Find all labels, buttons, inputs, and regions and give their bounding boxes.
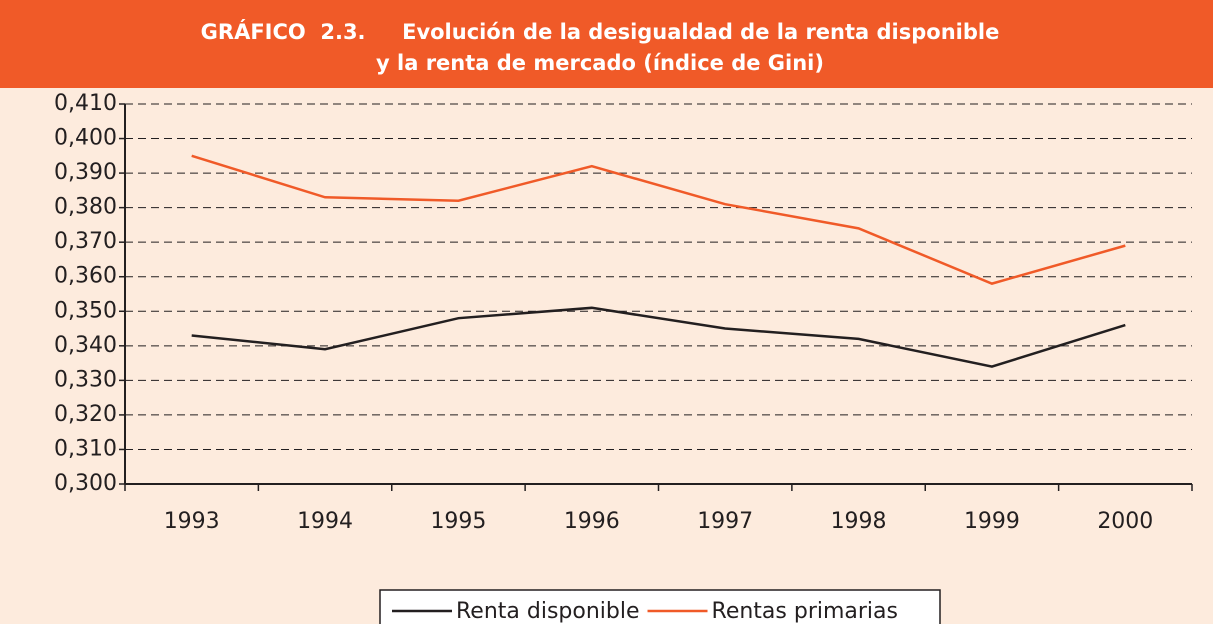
line [191,154,1126,285]
x-tick-label: 1995 [430,509,486,534]
y-tick-label: 0,400 [54,126,117,151]
x-tick-label: 1999 [964,509,1020,534]
header [0,0,1213,88]
y-tick-label: 0,330 [54,367,117,392]
x-tick-label: 1996 [564,509,620,534]
x-tick-label: 1994 [297,509,353,534]
x-tick-label: 1998 [831,509,887,534]
legend-label: Rentas primarias [712,599,898,624]
chart-title: y la renta de mercado (índice de Gini) [376,51,824,75]
y-tick-label: 0,300 [54,471,117,496]
y-tick-label: 0,350 [54,298,117,323]
y-tick-label: 0,410 [54,91,117,116]
y-tick-label: 0,310 [54,436,117,461]
y-tick-label: 0,320 [54,402,117,427]
y-tick-label: 0,360 [54,264,117,289]
x-tick-label: 1997 [697,509,753,534]
chart-title: GRÁFICO 2.3. Evolución de la desigualdad… [201,19,1000,44]
x-tick-label: 1993 [164,509,220,534]
y-tick-label: 0,390 [54,160,117,185]
x-tick-label: 2000 [1097,509,1153,534]
line [191,306,1126,368]
y-tick-label: 0,380 [54,195,117,220]
legend-box [379,589,941,624]
y-tick-label: 0,370 [54,229,117,254]
y-tick-label: 0,340 [54,333,117,358]
legend-label: Renta disponible [456,599,640,624]
